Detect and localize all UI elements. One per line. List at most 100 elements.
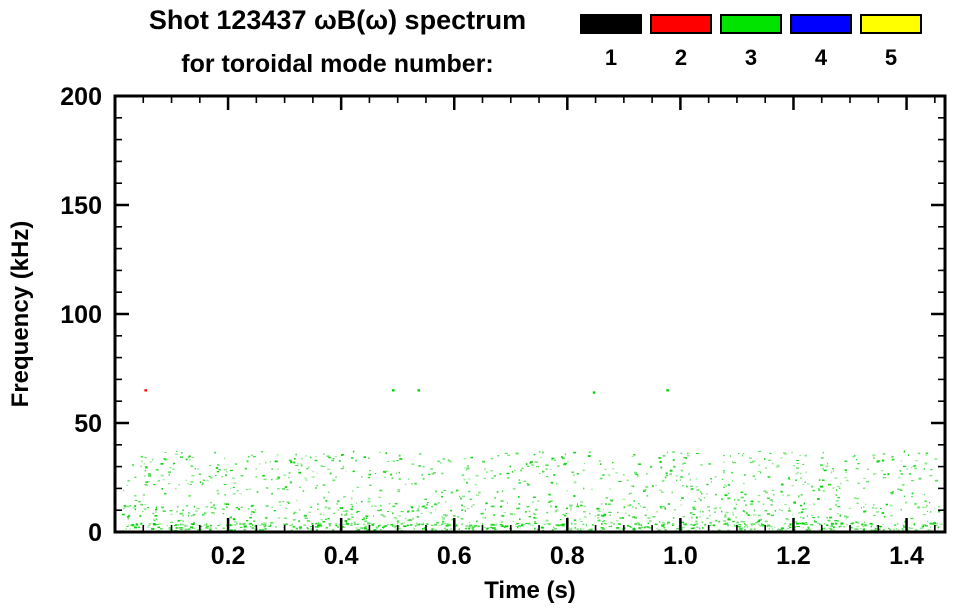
spectrum-point <box>458 528 460 530</box>
spectrum-point <box>411 483 413 485</box>
spectrum-point <box>618 529 621 531</box>
spectrum-point <box>363 523 366 525</box>
spectrum-point <box>528 516 531 518</box>
spectrum-point <box>649 466 652 468</box>
spectrum-point <box>350 524 353 526</box>
spectrum-point <box>185 528 189 531</box>
spectrum-point <box>132 507 135 509</box>
spectrum-point <box>673 465 676 468</box>
spectrum-point <box>782 494 784 496</box>
spectrum-point <box>701 521 704 524</box>
spectrum-point <box>315 522 317 524</box>
spectrum-point <box>293 511 297 513</box>
spectrum-point <box>394 502 398 505</box>
spectrum-point <box>379 524 382 526</box>
spectrum-point <box>744 493 747 496</box>
spectrum-point <box>290 461 293 464</box>
spectrum-point <box>512 520 514 522</box>
spectrum-point <box>809 529 811 532</box>
spectrum-point <box>911 466 913 469</box>
spectrum-point <box>355 459 357 462</box>
spectrum-point <box>236 522 238 525</box>
spectrum-point <box>784 503 787 505</box>
spectrum-point <box>930 511 932 513</box>
spectrum-point <box>197 468 200 470</box>
legend-mode-number: 2 <box>674 45 688 70</box>
spectrum-point <box>573 495 576 497</box>
spectrum-point <box>767 513 771 515</box>
spectrum-point <box>398 527 402 530</box>
spectrum-point <box>644 489 646 491</box>
spectrum-point <box>229 516 232 519</box>
spectrum-point <box>556 482 558 485</box>
spectrum-point <box>758 450 762 452</box>
spectrum-outlier-point <box>144 389 147 392</box>
spectrum-point <box>787 510 791 512</box>
spectrum-point <box>856 525 860 528</box>
spectrum-point <box>322 521 326 523</box>
spectrum-point <box>336 500 340 503</box>
spectrum-point <box>503 512 506 514</box>
spectrum-point <box>239 493 242 495</box>
spectrum-point <box>146 481 150 483</box>
spectrum-point <box>681 521 684 524</box>
spectrum-point <box>914 529 918 531</box>
spectrum-point <box>177 520 180 522</box>
spectrum-point <box>416 522 418 524</box>
spectrum-point <box>391 477 394 480</box>
spectrum-point <box>645 486 649 489</box>
spectrum-point <box>250 522 252 525</box>
spectrum-point <box>193 514 195 516</box>
spectrum-point <box>562 523 565 526</box>
spectrum-point <box>314 456 318 458</box>
spectrum-point <box>709 524 712 527</box>
spectrum-point <box>137 524 141 526</box>
spectrum-point <box>929 475 933 477</box>
spectrum-point <box>538 450 541 453</box>
spectrum-point <box>322 496 326 499</box>
spectrum-point <box>196 524 200 526</box>
spectrum-point <box>627 504 631 507</box>
spectrum-point <box>597 514 600 516</box>
spectrum-point <box>243 528 246 531</box>
spectrum-point <box>769 526 773 528</box>
spectrum-point <box>921 506 924 509</box>
spectrum-point <box>749 457 752 459</box>
spectrum-point <box>133 526 138 529</box>
spectrum-point <box>314 459 318 462</box>
spectrum-point <box>861 523 864 526</box>
x-tick-label: 1.0 <box>663 542 698 570</box>
spectrum-point <box>932 524 935 526</box>
spectrum-point <box>263 525 267 528</box>
spectrum-point <box>587 455 591 457</box>
spectrum-point <box>126 515 130 518</box>
spectrum-point <box>464 467 466 469</box>
spectrum-point <box>770 504 773 506</box>
spectrum-point <box>679 479 681 481</box>
spectrum-point <box>484 517 487 519</box>
spectrum-point <box>299 508 301 511</box>
spectrum-point <box>935 524 938 527</box>
spectrum-point <box>224 494 226 496</box>
spectrum-point <box>484 508 486 511</box>
spectrum-point <box>285 523 288 525</box>
spectrum-point <box>737 525 741 528</box>
spectrum-point <box>368 515 370 517</box>
spectrum-point <box>162 507 164 509</box>
spectrum-point <box>201 484 204 486</box>
spectrum-point <box>292 519 296 521</box>
spectrum-point <box>907 529 910 532</box>
spectrum-point <box>467 465 469 467</box>
spectrum-point <box>680 476 684 478</box>
spectrum-point <box>695 516 698 519</box>
spectrum-point <box>363 456 367 458</box>
spectrum-point <box>806 483 810 485</box>
spectrum-point <box>426 503 428 506</box>
spectrum-point <box>583 487 585 490</box>
spectrum-point <box>727 497 731 500</box>
spectrum-point <box>695 453 700 454</box>
spectrum-point <box>839 514 842 517</box>
spectrum-point <box>364 520 367 523</box>
spectrum-point <box>872 504 875 506</box>
spectrum-point <box>217 525 220 526</box>
